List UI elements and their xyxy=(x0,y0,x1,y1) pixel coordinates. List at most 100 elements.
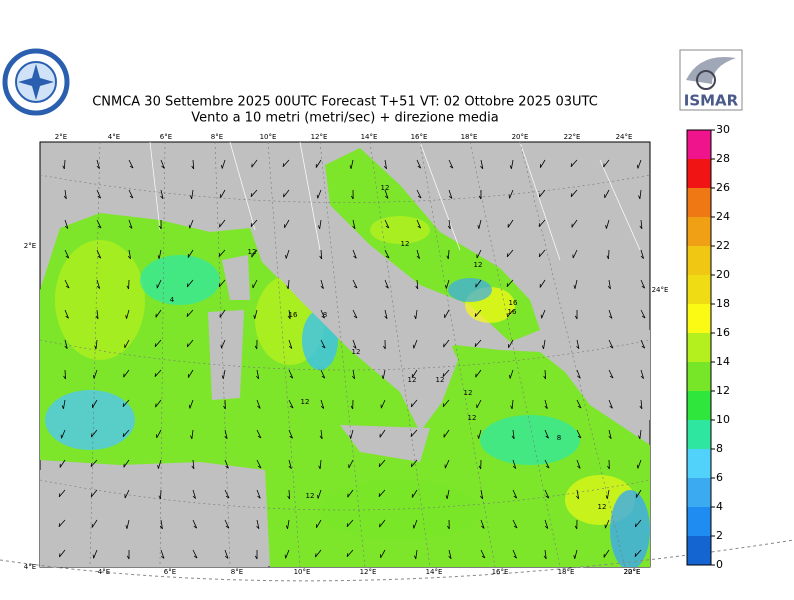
wind-arrow xyxy=(256,519,260,530)
wind-arrow xyxy=(576,429,582,439)
wind-arrow xyxy=(447,519,450,530)
wind-arrow xyxy=(64,279,70,289)
wind-arrow xyxy=(540,309,546,319)
wind-arrow xyxy=(509,369,514,379)
wind-arrow xyxy=(640,339,646,349)
lon-label: 12°E xyxy=(311,133,328,141)
wind-arrow xyxy=(538,219,546,227)
wind-arrow xyxy=(640,309,646,319)
wind-arrow xyxy=(543,369,547,380)
wind-arrow xyxy=(95,309,99,320)
wind-arrow xyxy=(638,429,642,440)
lon-label: 12°E xyxy=(360,568,377,576)
contour-label: 12 xyxy=(464,389,473,397)
wind-arrow xyxy=(224,489,230,499)
wind-arrow xyxy=(416,219,422,229)
wind-arrow xyxy=(92,549,98,559)
wind-arrow xyxy=(352,279,358,289)
wind-arrow xyxy=(573,549,578,559)
colorbar-swatch xyxy=(687,130,711,159)
wind-arrow xyxy=(60,429,66,439)
wind-arrow xyxy=(256,369,260,380)
wind-arrow xyxy=(445,279,450,289)
wind-arrow xyxy=(256,399,261,409)
colorbar-label: 10 xyxy=(716,413,730,426)
wind-arrow xyxy=(96,159,100,169)
wind-arrow xyxy=(380,399,386,409)
wind-arrow xyxy=(608,399,613,409)
wind-arrow xyxy=(576,399,582,409)
wind-arrow xyxy=(476,399,482,409)
wind-arrow xyxy=(64,339,68,349)
wind-arrow xyxy=(446,249,450,260)
colorbar-swatch xyxy=(687,246,711,275)
wind-arrow xyxy=(506,249,514,258)
wind-arrow xyxy=(220,339,226,349)
wind-arrow xyxy=(318,459,322,470)
wind-arrow xyxy=(636,459,642,469)
wind-arrow xyxy=(187,249,194,258)
wind-arrow xyxy=(123,369,130,378)
colorbar-label: 26 xyxy=(716,181,730,194)
wind-arrow xyxy=(347,489,354,498)
wind-arrow xyxy=(350,189,354,200)
wind-arrow xyxy=(480,159,484,170)
wind-arrow xyxy=(381,369,386,379)
wind-arrow xyxy=(128,159,134,169)
wind-arrow xyxy=(576,459,581,469)
wind-arrow xyxy=(576,369,581,379)
wind-arrow xyxy=(92,399,98,408)
logo-text: ISMAR xyxy=(684,92,739,110)
wind-arrow xyxy=(288,399,294,409)
wind-arrow xyxy=(96,279,101,289)
wind-arrow xyxy=(379,519,386,528)
wind-arrow xyxy=(96,219,102,229)
wind-arrow xyxy=(416,159,422,169)
lon-label: 6°E xyxy=(164,568,176,576)
subtitle: Vento a 10 metri (metri/sec) + direzione… xyxy=(191,111,498,126)
wind-arrow xyxy=(510,399,514,410)
wind-arrow xyxy=(634,519,642,528)
wind-arrow xyxy=(125,309,130,319)
colorbar-swatch xyxy=(687,362,711,391)
wind-arrow xyxy=(634,549,642,557)
wind-arrow xyxy=(544,489,550,499)
wind-arrow xyxy=(59,549,66,558)
lon-label: 6°E xyxy=(160,133,172,141)
contour-label: 12 xyxy=(306,492,315,500)
wind-arrow xyxy=(511,429,515,440)
wind-arrow xyxy=(250,219,258,228)
map xyxy=(39,141,651,568)
colorbar-label: 18 xyxy=(716,297,730,310)
lon-label: 4°E xyxy=(98,568,110,576)
colorbar-swatch xyxy=(687,275,711,304)
wind-arrow xyxy=(192,519,198,529)
wind-arrow xyxy=(379,429,386,438)
wind-arrow xyxy=(315,159,322,168)
wind-arrow xyxy=(512,519,518,529)
wind-arrow xyxy=(541,339,546,350)
wind-arrow xyxy=(605,489,610,499)
wind-arrow xyxy=(224,519,230,529)
colorbar-label: 2 xyxy=(716,529,723,542)
lon-label: 22°E xyxy=(564,133,581,141)
wind-arrow xyxy=(319,429,323,440)
wind-arrow xyxy=(574,309,578,320)
ismar-logo: ISMAR xyxy=(679,49,743,111)
wind-arrow xyxy=(128,219,133,229)
wind-arrow xyxy=(288,429,293,439)
wind-arrow xyxy=(570,159,578,168)
contour-label: 16 xyxy=(509,299,518,307)
wind-arrow xyxy=(410,459,418,468)
wind-arrow xyxy=(156,429,162,439)
colorbar-swatch xyxy=(687,536,711,565)
wind-arrow xyxy=(254,339,258,350)
wind-arrow xyxy=(378,489,386,497)
wind-arrow xyxy=(317,219,322,230)
wind-arrow xyxy=(154,369,162,378)
wind-arrow xyxy=(90,459,98,467)
wind-arrow xyxy=(285,519,290,530)
lat-label: 4°E xyxy=(24,563,36,571)
colorbar-swatch xyxy=(687,449,711,478)
wind-arrow xyxy=(122,399,130,408)
